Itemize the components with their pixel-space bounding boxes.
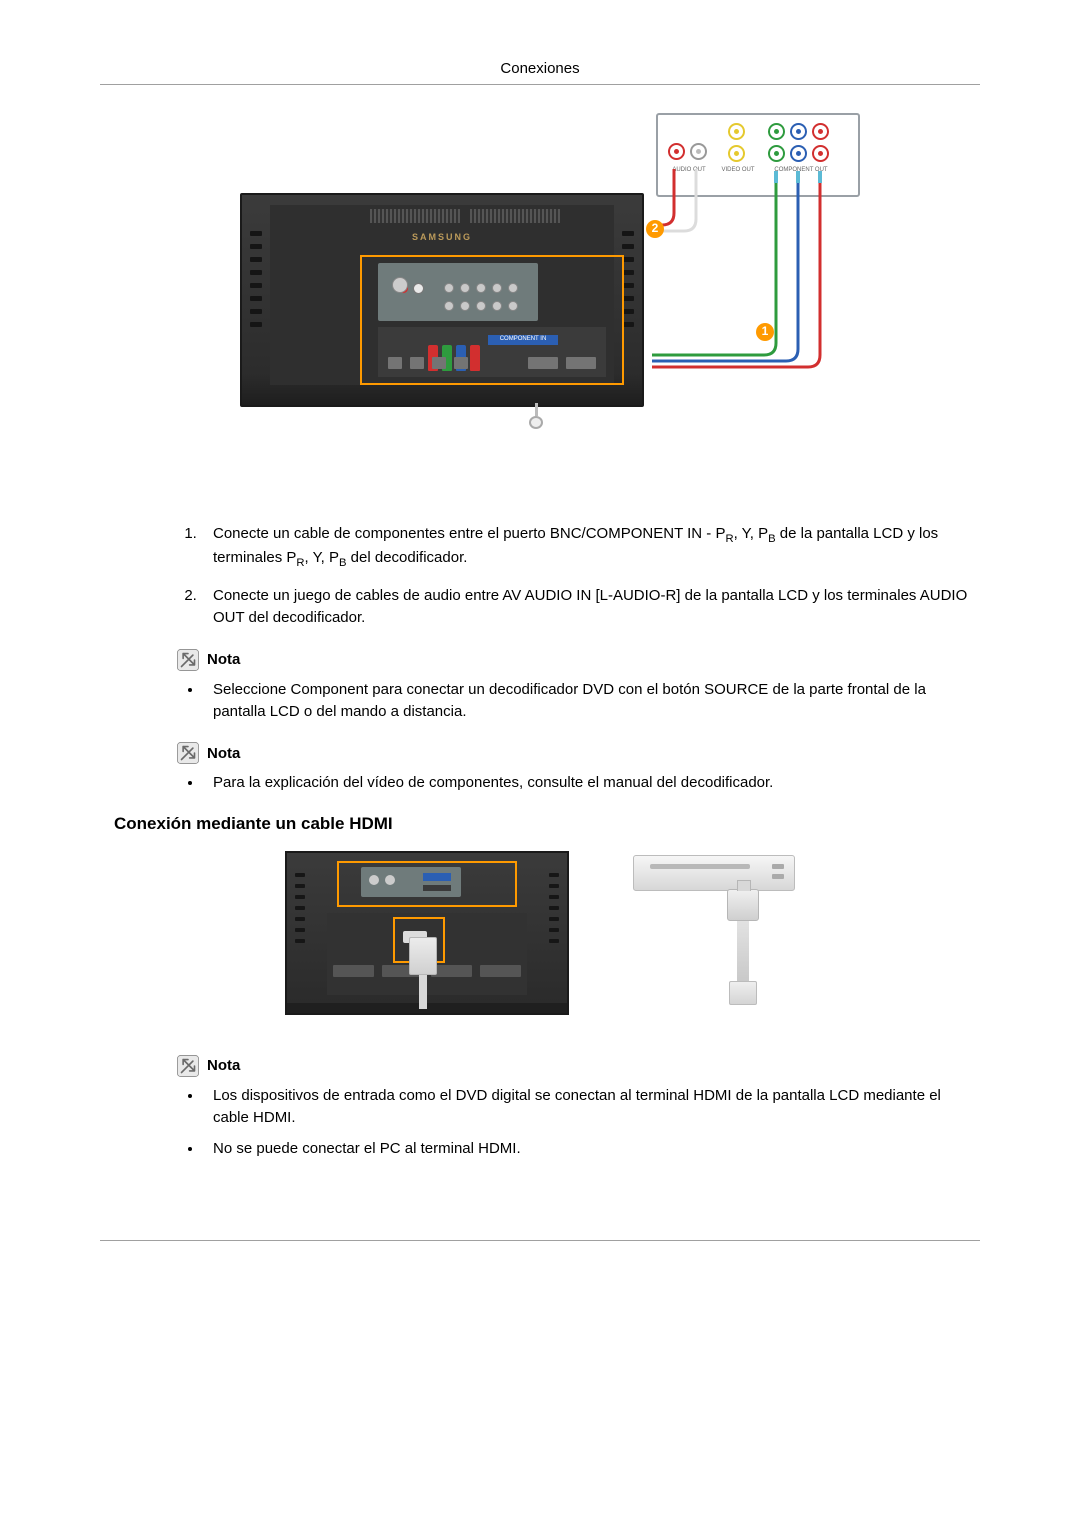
steps-list: Conecte un cable de componentes entre el…	[175, 523, 970, 629]
jack-row-1	[444, 283, 518, 293]
divider-bottom	[100, 1240, 980, 1241]
page: Conexiones AUDIO OUT VIDEO OUT	[0, 0, 1080, 1301]
text: , Y, P	[734, 525, 768, 542]
notes-block-hdmi: Nota Los dispositivos de entrada como el…	[175, 1053, 970, 1160]
note-list-1: Seleccione Component para conectar un de…	[175, 679, 970, 723]
step-1: Conecte un cable de componentes entre el…	[201, 523, 970, 572]
lower-port-subpanel: COMPONENT IN	[378, 327, 606, 377]
misc-ports	[388, 357, 596, 373]
content-area: AUDIO OUT VIDEO OUT COMPONENT OUT	[0, 113, 1080, 1160]
note-item: Para la explicación del vídeo de compone…	[203, 772, 970, 794]
upper-highlight	[337, 861, 517, 907]
note-list-2: Para la explicación del vídeo de compone…	[175, 772, 970, 794]
dvd-player	[633, 855, 795, 891]
component-in-label: COMPONENT IN	[488, 335, 558, 345]
hdmi-plug-in-lcd	[403, 937, 443, 1009]
note-item: No se puede conectar el PC al terminal H…	[203, 1138, 970, 1160]
text: , Y, P	[305, 549, 339, 566]
note-heading: Nota	[175, 740, 970, 766]
jack-row-2	[444, 301, 518, 311]
page-header: Conexiones	[0, 58, 1080, 80]
brand-label: SAMSUNG	[270, 231, 614, 244]
sub: R	[725, 533, 733, 545]
note-label: Nota	[207, 1055, 240, 1077]
note-list-3: Los dispositivos de entrada como el DVD …	[175, 1085, 970, 1160]
lcd-connector-stub	[527, 403, 545, 429]
step-2: Conecte un juego de cables de audio entr…	[201, 585, 970, 629]
vent	[370, 209, 460, 223]
vent	[470, 209, 560, 223]
note-item: Los dispositivos de entrada como el DVD …	[203, 1085, 970, 1129]
highlighted-port-panel: COMPONENT IN	[360, 255, 624, 385]
section-title-hdmi: Conexión mediante un cable HDMI	[114, 812, 980, 837]
note-label: Nota	[207, 649, 240, 671]
callout-1: 1	[756, 323, 774, 341]
note-icon	[175, 740, 201, 766]
av-audio-in	[398, 279, 434, 303]
lcd-side-slots-left	[250, 231, 262, 371]
figure1-canvas: AUDIO OUT VIDEO OUT COMPONENT OUT	[220, 113, 860, 463]
upper-subpanel	[361, 867, 461, 897]
sub: R	[296, 557, 304, 569]
lcd-rear-panel: SAMSUNG	[240, 193, 644, 407]
figure-component-connection: AUDIO OUT VIDEO OUT COMPONENT OUT	[100, 113, 980, 463]
hdmi-cable	[721, 889, 765, 1021]
lcd-inner: SAMSUNG	[270, 205, 614, 385]
upper-port-subpanel	[378, 263, 538, 321]
note-heading: Nota	[175, 1053, 970, 1079]
figure2-canvas	[285, 849, 795, 1029]
steps-block: Conecte un cable de componentes entre el…	[175, 523, 970, 794]
note-label: Nota	[207, 743, 240, 765]
note-item: Seleccione Component para conectar un de…	[203, 679, 970, 723]
divider-top	[100, 84, 980, 85]
note-icon	[175, 647, 201, 673]
text: Conecte un cable de componentes entre el…	[213, 525, 725, 542]
sub: B	[768, 533, 776, 545]
callout-2: 2	[646, 220, 664, 238]
sub: B	[339, 557, 347, 569]
note-heading: Nota	[175, 647, 970, 673]
text: del decodificador.	[347, 549, 468, 566]
figure-hdmi-connection	[100, 849, 980, 1029]
note-icon	[175, 1053, 201, 1079]
